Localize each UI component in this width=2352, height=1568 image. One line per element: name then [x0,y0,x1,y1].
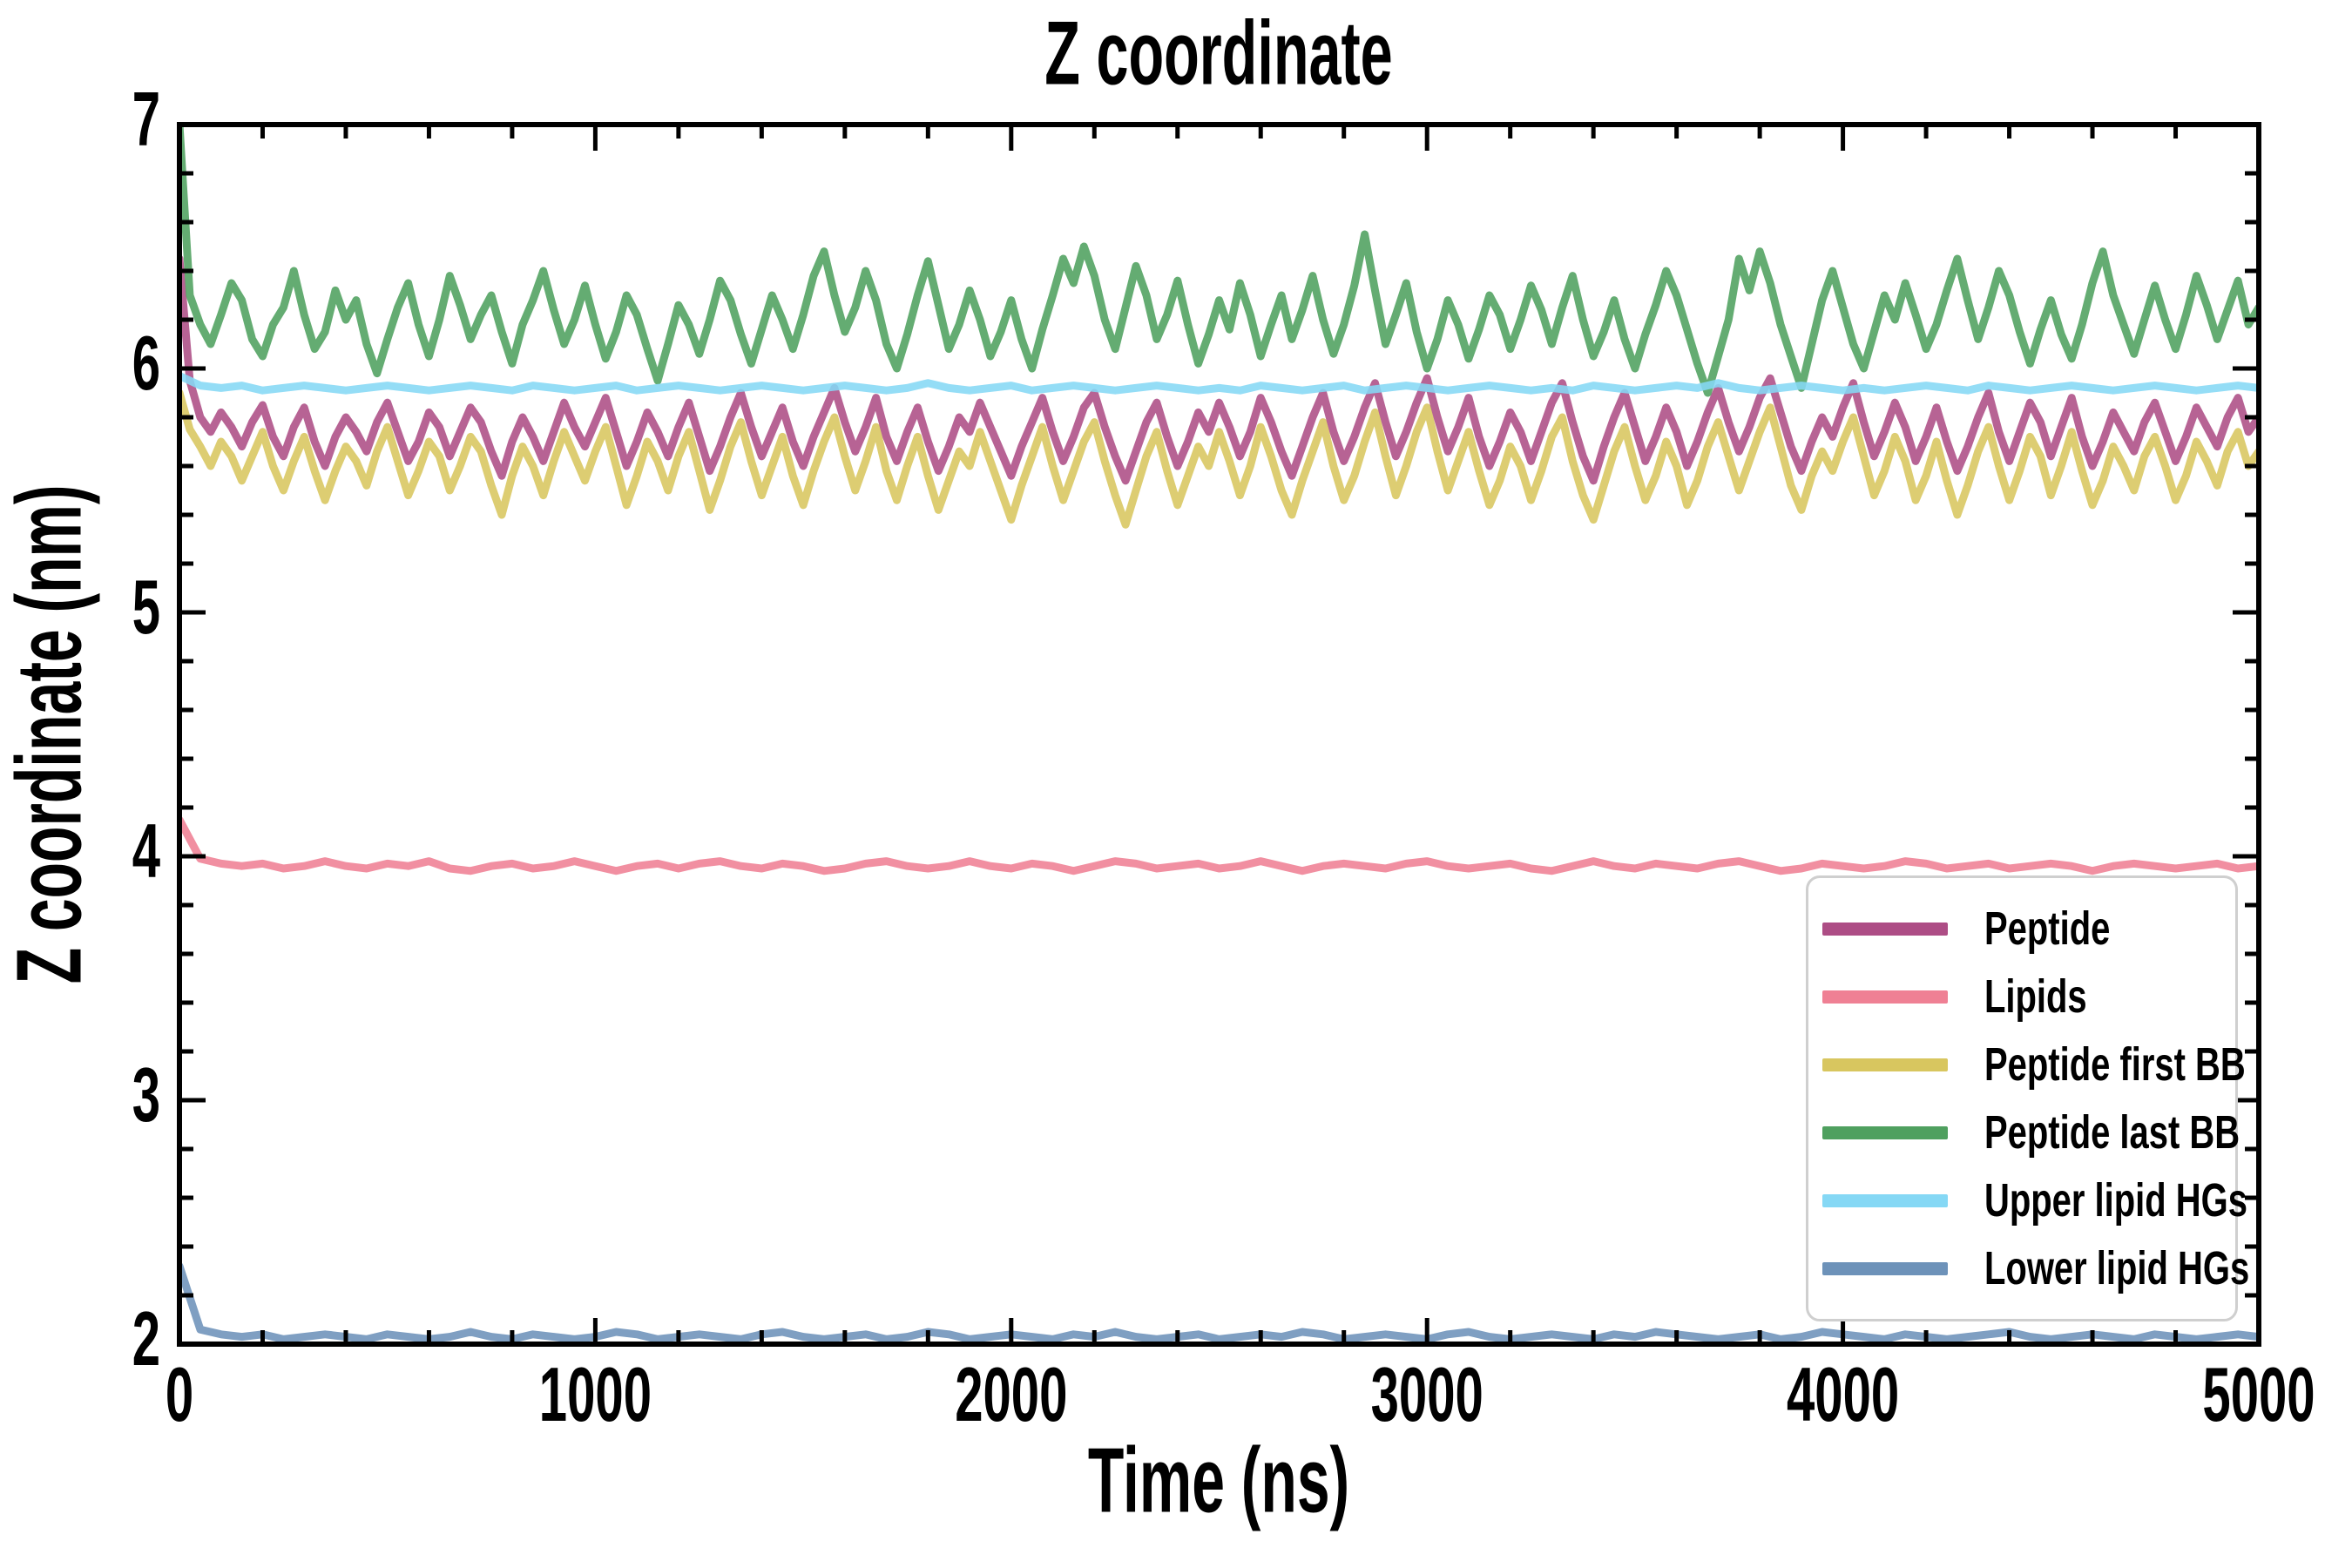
series-group [179,125,2259,1343]
series-line-lipids [179,815,2259,875]
legend-swatch-lower-lipid-hgs [1822,1261,1948,1275]
legend-swatch-lipids [1822,990,1948,1004]
legend-item-peptide: Peptide [1808,902,2235,955]
y-tick-label: 3 [132,1052,160,1138]
x-tick-label: 2000 [955,1352,1067,1437]
y-tick-label: 2 [132,1296,160,1382]
x-tick-label: 3000 [1371,1352,1484,1437]
legend-label: Peptide [1984,902,2111,955]
y-tick-label: 4 [132,808,161,894]
y-tick-label: 6 [132,321,160,406]
legend-label: Lipids [1984,970,2087,1023]
legend-swatch-peptide [1822,922,1948,936]
legend-label: Upper lipid HGs [1984,1174,2247,1227]
legend-label: Lower lipid HGs [1984,1242,2250,1294]
x-tick-label: 5000 [2202,1352,2315,1437]
plot-border [177,122,2261,1347]
legend-swatch-peptide-first-bb [1822,1058,1948,1071]
x-tick-label: 1000 [539,1352,652,1437]
legend-item-lipids: Lipids [1808,970,2235,1023]
legend-item-peptide-first-bb: Peptide first BB [1808,1038,2246,1091]
x-axis-label: Time (ns) [1087,1429,1350,1532]
x-tick-label: 0 [166,1352,193,1437]
series-line-peptide-first-bb [179,389,2259,529]
y-tick-label: 5 [132,564,160,650]
legend-item-upper-lipid-hgs: Upper lipid HGs [1808,1174,2247,1227]
legend-swatch-upper-lipid-hgs [1822,1193,1948,1207]
legend-item-peptide-last-bb: Peptide last BB [1808,1106,2240,1159]
series-line-peptide-last-bb [179,125,2259,397]
y-axis-label: Z coordinate (nm) [0,484,101,984]
series-line-peptide [179,254,2259,485]
legend-label: Peptide first BB [1984,1038,2246,1091]
series-line-upper-lipid-hgs [179,371,2259,395]
y-tick-label: 7 [132,77,160,162]
chart-title: Z coordinate [1044,3,1393,105]
legend-item-lower-lipid-hgs: Lower lipid HGs [1808,1242,2249,1294]
series-line-lower-lipid-hgs [179,1261,2259,1343]
legend-swatch-peptide-last-bb [1822,1125,1948,1139]
legend: Peptide Lipids Peptide first BB Peptide … [1806,875,2249,1321]
x-tick-label: 4000 [1787,1352,1899,1437]
legend-label: Peptide last BB [1984,1106,2240,1159]
